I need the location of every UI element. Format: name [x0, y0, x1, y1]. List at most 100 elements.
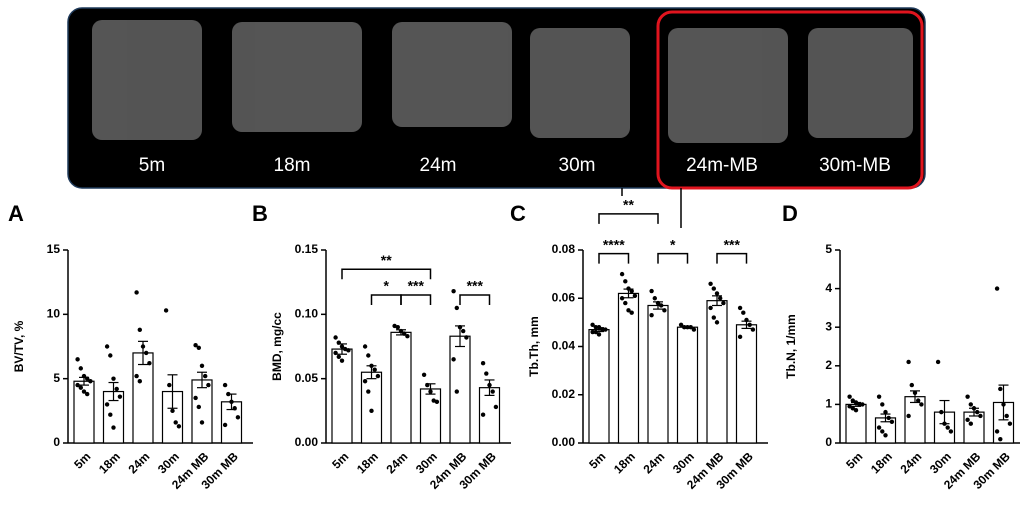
data-point [649, 312, 654, 318]
data-point [994, 429, 1000, 434]
data-point [464, 335, 469, 340]
panel-letter: A [8, 201, 24, 226]
significance-bracket [370, 294, 402, 306]
data-point [978, 413, 983, 419]
data-point [362, 379, 368, 384]
data-point [850, 398, 855, 403]
data-point [85, 391, 90, 397]
bar [191, 379, 213, 444]
data-point [206, 382, 211, 388]
bar [647, 304, 669, 444]
data-point [461, 328, 466, 334]
y-tick-label: 10 [47, 307, 61, 321]
x-tick-label: 5m [329, 449, 351, 471]
data-point [434, 399, 440, 405]
data-point [81, 389, 87, 394]
bar [390, 331, 412, 444]
x-tick-label: 5m [71, 449, 93, 471]
significance-bracket [400, 294, 432, 306]
data-point [163, 308, 169, 313]
y-tick-label: 0 [825, 435, 832, 449]
data-point [366, 353, 371, 358]
data-point [199, 420, 205, 425]
data-point [75, 357, 80, 362]
data-point [876, 425, 882, 430]
bar [588, 329, 610, 444]
error-bar [108, 381, 119, 402]
micro-ct-renderings [92, 20, 913, 143]
error-bar [197, 371, 207, 389]
data-point [662, 308, 667, 313]
data-point [968, 402, 973, 407]
y-tick-label: 5 [825, 242, 832, 256]
data-point [682, 325, 687, 330]
data-point [600, 327, 605, 332]
data-point [721, 300, 726, 306]
y-axis-label: Tb.Th, mm [527, 316, 541, 377]
significance-label: *** [467, 278, 484, 294]
data-point [623, 300, 628, 306]
data-point [708, 305, 713, 311]
data-point [451, 288, 456, 294]
data-point [909, 382, 914, 388]
y-tick-label: 0.15 [295, 242, 319, 256]
data-point [480, 361, 486, 366]
data-point [741, 310, 746, 315]
data-point [229, 399, 234, 405]
data-point [590, 329, 595, 335]
data-point [619, 271, 625, 277]
data-point [596, 325, 602, 330]
data-point [81, 373, 87, 379]
data-point [968, 421, 973, 426]
data-point [199, 363, 205, 368]
data-point [883, 409, 888, 415]
x-tick-label: 18m [611, 449, 638, 476]
y-tick-label: 15 [47, 242, 61, 256]
data-point [994, 286, 1000, 291]
y-tick-label: 0 [53, 435, 60, 449]
data-point [886, 415, 891, 421]
data-point [853, 407, 859, 413]
y-tick-label: 0.02 [552, 387, 576, 401]
data-point [336, 340, 341, 345]
data-point [593, 329, 598, 335]
bar [735, 324, 758, 444]
data-point [685, 325, 690, 330]
data-point [649, 288, 654, 294]
significance-bracket [716, 252, 748, 264]
data-point [457, 325, 463, 330]
significance-bracket [341, 268, 432, 280]
y-tick-label: 0.05 [295, 371, 319, 385]
data-point [339, 344, 345, 349]
data-point [691, 327, 697, 332]
data-point [333, 350, 338, 356]
y-tick-label: 1 [825, 397, 832, 411]
data-point [948, 429, 954, 434]
data-point [193, 343, 198, 348]
data-point [942, 421, 947, 426]
data-point [619, 296, 625, 301]
data-point [104, 344, 110, 349]
y-tick-label: 3 [825, 319, 832, 333]
significance-label: **** [603, 236, 625, 252]
data-point [593, 325, 598, 330]
data-point [366, 389, 371, 394]
y-tick-label: 0.08 [552, 242, 576, 256]
panel-letter: C [510, 201, 526, 226]
data-point [222, 422, 228, 428]
data-point [196, 404, 201, 410]
data-point [78, 366, 84, 371]
data-point [203, 373, 208, 379]
data-point [714, 291, 720, 296]
data-point [398, 328, 404, 334]
bar [617, 292, 640, 444]
significance-label: * [670, 236, 676, 252]
data-point [425, 382, 430, 388]
data-point [847, 394, 852, 399]
data-point [919, 402, 924, 407]
x-tick-label: 24m [897, 449, 924, 476]
data-point [375, 373, 381, 379]
data-point [850, 406, 855, 411]
data-point [906, 413, 911, 419]
